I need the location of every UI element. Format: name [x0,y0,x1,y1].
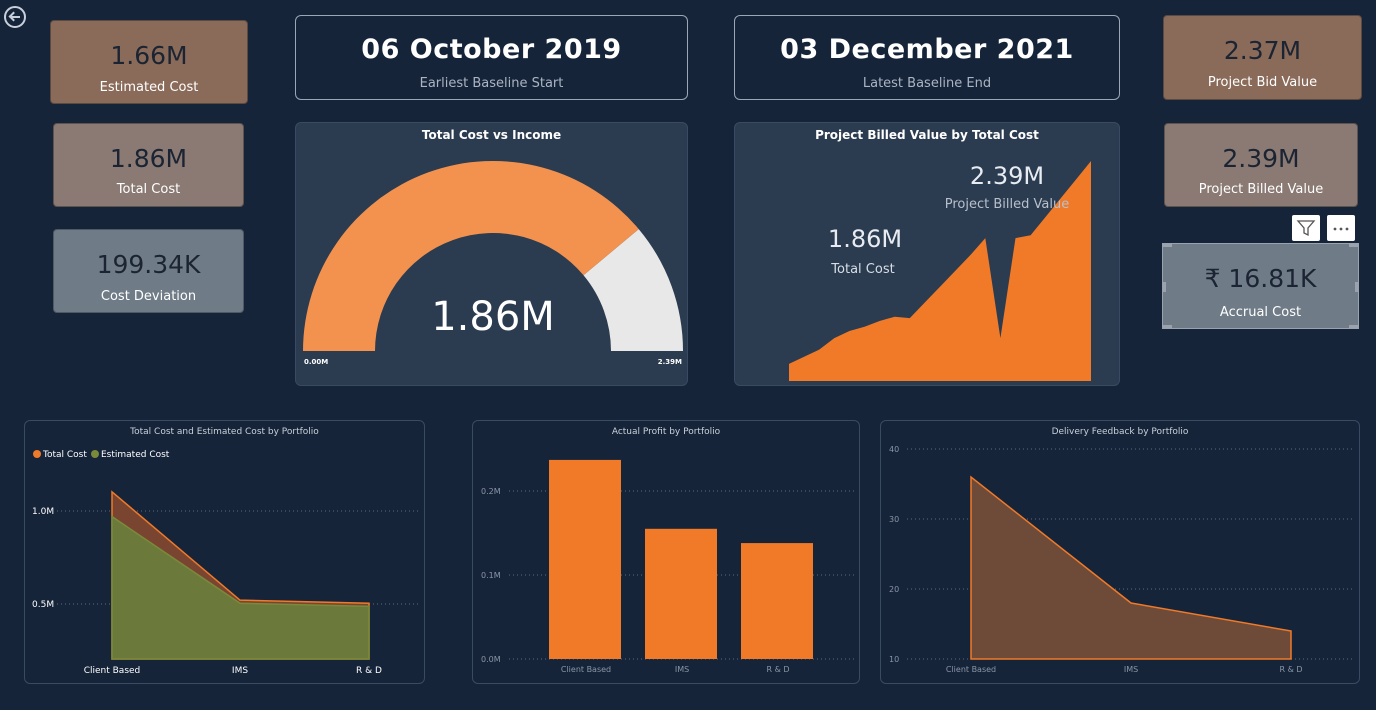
date-value: 03 December 2021 [780,34,1074,65]
series-area-feedback [970,475,1292,660]
x-tick: Client Based [561,665,611,674]
latest-baseline-card: 03 December 2021 Latest Baseline End [734,15,1120,100]
y-tick: 0.1M [481,571,501,580]
resize-handle[interactable] [1355,282,1359,292]
gauge-title: Total Cost vs Income [421,128,562,142]
kpi-value: 2.39M [1222,144,1300,173]
kpi-cost-deviation: 199.34K Cost Deviation [53,229,244,313]
resize-handle[interactable] [1162,282,1166,292]
date-value: 06 October 2019 [361,34,622,65]
profit-by-portfolio-chart: 0.0M 0.1M 0.2M Client Based IMS R & D [481,459,855,674]
resize-handle[interactable] [1162,325,1172,329]
y-tick: 40 [889,445,899,454]
billed-area-title: Project Billed Value by Total Cost [815,128,1039,142]
legend-total-cost: Total Cost [42,450,87,460]
series-area-estimated-cost [111,515,370,660]
billed-label: Project Billed Value [945,197,1069,212]
kpi-label: Cost Deviation [100,289,197,304]
y-tick: 0.2M [481,487,501,496]
kpi-value: ₹ 16.81K [1204,264,1317,293]
kpi-accrual-cost[interactable]: ₹ 16.81K Accrual Cost [1162,243,1359,329]
kpi-label: Project Bid Value [1207,75,1318,90]
chart-title: Delivery Feedback by Portfolio [1051,427,1189,437]
legend-swatch-estimated-cost [91,450,99,458]
x-tick: R & D [356,666,382,676]
gauge-svg: 1.86M 0.00M 2.39M [303,161,683,366]
x-tick: IMS [232,666,248,676]
kpi-project-bid-value: 2.37M Project Bid Value [1163,15,1362,100]
x-tick: IMS [1124,665,1138,674]
cost-by-portfolio-chart: Total Cost Estimated Cost 0.5M 1.0M Clie… [32,450,421,676]
billed-area-shape [789,161,1091,381]
feedback-by-portfolio-chart: 10 20 30 40 Client Based IMS R & D [889,445,1355,674]
feedback-by-portfolio-panel: Delivery Feedback by Portfolio 10 20 30 … [880,420,1360,684]
bar-ims [645,528,717,659]
kpi-label: Accrual Cost [1219,305,1302,320]
x-tick: R & D [766,665,789,674]
earliest-baseline-card: 06 October 2019 Earliest Baseline Start [295,15,688,100]
y-tick: 10 [889,655,899,664]
gauge-max-label: 2.39M [658,358,682,366]
x-tick: Client Based [84,666,141,676]
gauge-panel: Total Cost vs Income 1.86M 0.00M 2.39M [295,122,688,386]
kpi-label: Total Cost [116,182,181,197]
cost-by-portfolio-panel: Total Cost and Estimated Cost by Portfol… [24,420,425,684]
total-value: 1.86M [828,225,902,253]
y-tick: 0.5M [32,600,54,610]
y-tick: 20 [889,585,899,594]
kpi-label: Project Billed Value [1198,182,1324,197]
kpi-project-billed-value: 2.39M Project Billed Value [1164,123,1358,207]
resize-handle[interactable] [1162,243,1172,247]
gauge-value: 1.86M [431,294,555,340]
kpi-label: Estimated Cost [99,80,199,95]
y-tick: 1.0M [32,507,54,517]
kpi-total-cost: 1.86M Total Cost [53,123,244,207]
more-options-icon[interactable] [1327,215,1355,241]
billed-area-panel: Project Billed Value by Total Cost 2.39M… [734,122,1120,386]
legend-swatch-total-cost [33,450,41,458]
kpi-estimated-cost: 1.66M Estimated Cost [50,20,248,104]
bar-client-based [549,459,621,659]
resize-handle[interactable] [1349,325,1359,329]
gauge-min-label: 0.00M [304,358,328,366]
kpi-value: 199.34K [96,250,201,279]
filter-icon[interactable] [1292,215,1320,241]
chart-title: Total Cost and Estimated Cost by Portfol… [130,427,319,437]
billed-value: 2.39M [970,162,1044,190]
resize-handle[interactable] [1349,243,1359,247]
x-tick: R & D [1279,665,1302,674]
billed-area-svg: 2.39M Project Billed Value 1.86M Total C… [789,161,1091,381]
date-label: Latest Baseline End [862,76,992,91]
back-arrow-icon[interactable] [4,6,26,28]
x-tick: IMS [675,665,689,674]
total-label: Total Cost [830,262,894,277]
kpi-value: 2.37M [1223,36,1302,65]
bar-r-and-d [741,543,813,659]
x-tick: Client Based [946,665,996,674]
kpi-value: 1.86M [109,144,188,173]
date-label: Earliest Baseline Start [419,76,564,91]
profit-by-portfolio-panel: Actual Profit by Portfolio 0.0M 0.1M 0.2… [472,420,860,684]
kpi-value: 1.66M [110,41,188,70]
y-tick: 0.0M [481,655,501,664]
gauge-fill [303,161,639,351]
legend-estimated-cost: Estimated Cost [101,450,170,460]
chart-title: Actual Profit by Portfolio [611,427,721,437]
gauge-track [583,229,683,351]
y-tick: 30 [889,515,899,524]
